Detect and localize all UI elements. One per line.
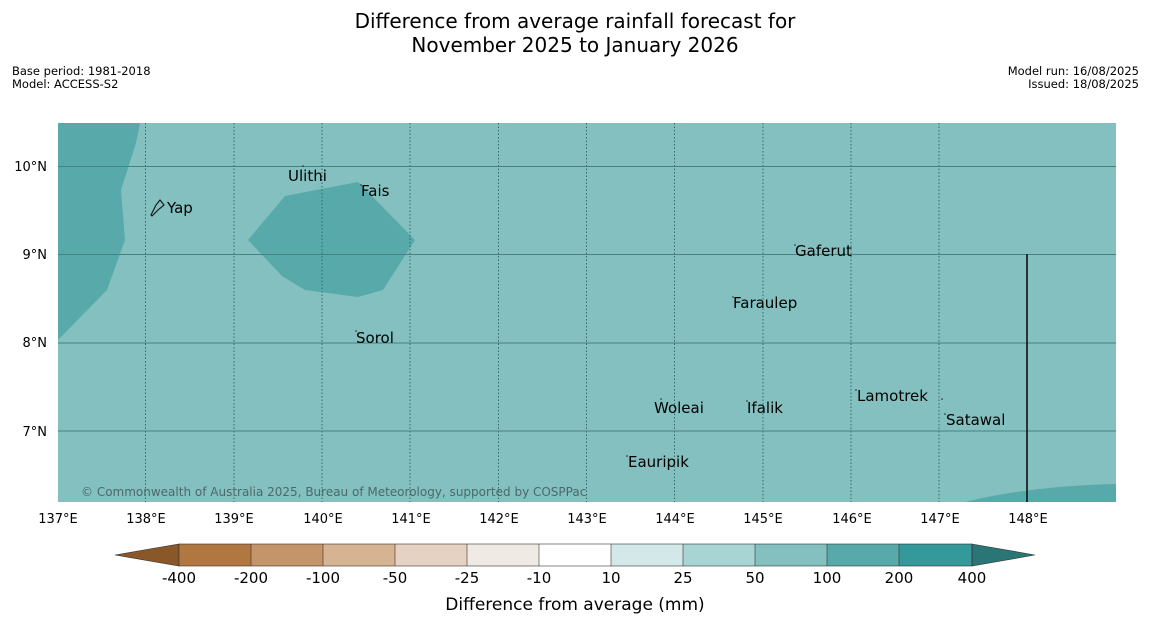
colorbar-label: 200 xyxy=(885,569,914,587)
colorbar-label: 400 xyxy=(958,569,987,587)
place-ulithi: Ulithi xyxy=(288,167,327,185)
colorbar-swatch xyxy=(539,544,611,566)
colorbar-label: 25 xyxy=(673,569,692,587)
place-sorol: Sorol xyxy=(356,329,394,347)
colorbar-swatch xyxy=(395,544,467,566)
island-dots xyxy=(302,165,946,457)
lon-label-145e: 145°E xyxy=(743,512,783,527)
lon-label-138e: 138°E xyxy=(126,512,166,527)
model-run: Model run: 16/08/2025 xyxy=(1007,64,1139,78)
colorbar-label: 10 xyxy=(601,569,620,587)
lon-label-139e: 139°E xyxy=(214,512,254,527)
colorbar-label: 50 xyxy=(745,569,764,587)
place-gaferut: Gaferut xyxy=(795,242,852,260)
lon-label-143e: 143°E xyxy=(567,512,607,527)
colorbar xyxy=(114,543,1036,567)
issued-date: Issued: 18/08/2025 xyxy=(1028,77,1139,91)
title-line-1: Difference from average rainfall forecas… xyxy=(354,9,796,33)
map-title: Difference from average rainfall forecas… xyxy=(0,9,1150,57)
colorbar-swatch xyxy=(251,544,323,566)
place-eauripik: Eauripik xyxy=(628,453,689,471)
lat-label-9n: 9°N xyxy=(23,248,48,263)
lat-label-8n: 8°N xyxy=(23,336,48,351)
lat-label-7n: 7°N xyxy=(23,425,48,440)
wetter-region-central xyxy=(248,182,415,297)
colorbar-label: -25 xyxy=(455,569,480,587)
colorbar-swatch xyxy=(899,544,972,566)
base-period: Base period: 1981-2018 xyxy=(12,64,151,78)
colorbar-label: -10 xyxy=(527,569,552,587)
map-area xyxy=(58,123,1116,502)
yap-island-shape xyxy=(150,199,165,217)
place-ifalik: Ifalik xyxy=(747,399,783,417)
colorbar-swatch xyxy=(755,544,827,566)
place-fais: Fais xyxy=(361,182,390,200)
colorbar-swatch xyxy=(323,544,395,566)
colorbar-swatch xyxy=(827,544,899,566)
colorbar-extend-high xyxy=(971,543,1036,567)
lon-label-147e: 147°E xyxy=(920,512,960,527)
place-woleai: Woleai xyxy=(654,399,704,417)
colorbar-frame xyxy=(178,543,973,567)
longitude-gridlines xyxy=(145,123,940,502)
place-satawal: Satawal xyxy=(946,411,1005,429)
issue-info: Model run: 16/08/2025 Issued: 18/08/2025 xyxy=(1008,65,1139,91)
wetter-region-southeast xyxy=(965,484,1116,502)
colorbar-label: -400 xyxy=(162,569,196,587)
colorbar-swatch xyxy=(179,544,251,566)
place-faraulep: Faraulep xyxy=(733,294,797,312)
latitude-gridlines xyxy=(58,166,1116,432)
place-yap: Yap xyxy=(166,199,193,217)
lon-label-141e: 141°E xyxy=(391,512,431,527)
colorbar-swatch xyxy=(611,544,683,566)
colorbar-swatch xyxy=(683,544,755,566)
copyright-note: © Commonwealth of Australia 2025, Bureau… xyxy=(81,485,586,499)
colorbar-extend-low xyxy=(114,543,180,567)
title-line-2: November 2025 to January 2026 xyxy=(411,33,739,57)
colorbar-label: -200 xyxy=(234,569,268,587)
colorbar-label: -50 xyxy=(383,569,408,587)
lon-label-146e: 146°E xyxy=(832,512,872,527)
wetter-region-west xyxy=(58,123,140,340)
lat-label-10n: 10°N xyxy=(14,160,47,175)
longitude-labels: 137°E 138°E 139°E 140°E 141°E 142°E 143°… xyxy=(38,512,1048,527)
lon-label-148e: 148°E xyxy=(1008,512,1048,527)
lon-label-144e: 144°E xyxy=(655,512,695,527)
colorbar-label: 100 xyxy=(813,569,842,587)
model-info: Base period: 1981-2018 Model: ACCESS-S2 xyxy=(12,65,151,91)
colorbar-swatch xyxy=(467,544,539,566)
lon-label-137e: 137°E xyxy=(38,512,78,527)
colorbar-labels: -400 -200 -100 -50 -25 -10 10 25 50 100 … xyxy=(162,569,986,587)
colorbar-label: -100 xyxy=(306,569,340,587)
model-name: Model: ACCESS-S2 xyxy=(12,77,119,91)
lon-label-142e: 142°E xyxy=(479,512,519,527)
place-lamotrek: Lamotrek xyxy=(857,387,928,405)
lon-label-140e: 140°E xyxy=(303,512,343,527)
latitude-labels: 10°N 9°N 8°N 7°N xyxy=(14,160,47,440)
colorbar-title: Difference from average (mm) xyxy=(445,595,704,615)
